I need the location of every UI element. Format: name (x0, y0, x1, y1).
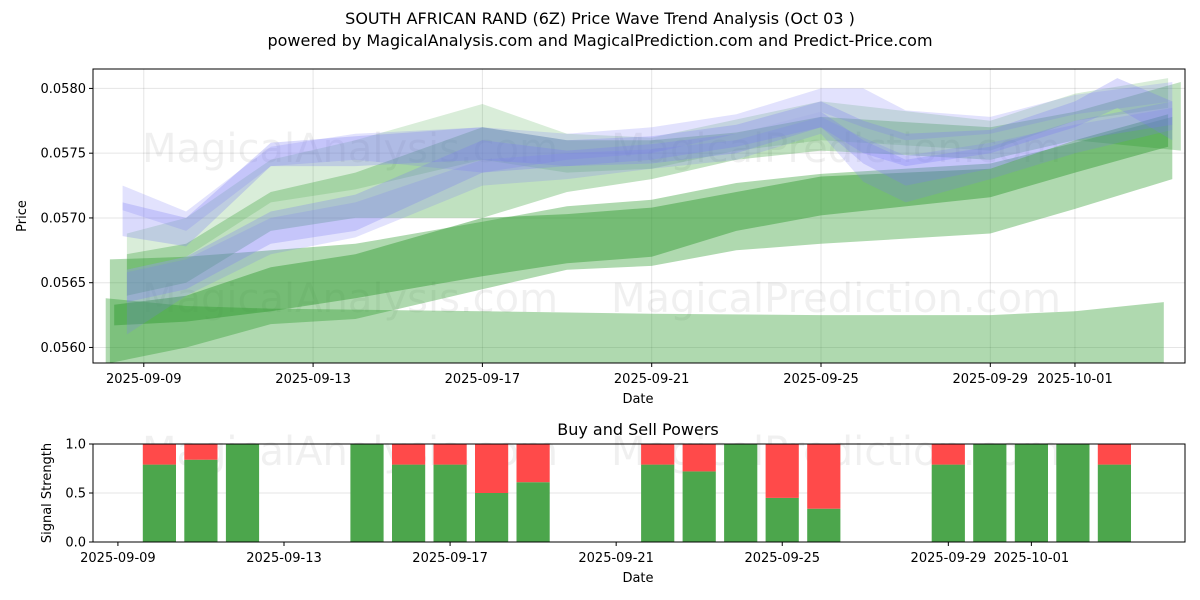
buy-bar (350, 444, 384, 542)
price-grid (93, 69, 1185, 363)
watermark-analysis-mid: MagicalAnalysis.com (142, 276, 558, 322)
green-band-upper-light (126, 82, 1181, 296)
price-y-tick-label: 0.0570 (41, 211, 87, 226)
price-x-tick-label: 2025-09-29 (953, 372, 1029, 387)
buy-bar (807, 508, 841, 542)
price-x-label: Date (622, 392, 653, 407)
buy-bar (641, 464, 675, 542)
buy-bar (1056, 444, 1090, 542)
watermark-prediction-top: MagicalPrediction.com (611, 126, 1061, 172)
bar-y-tick-label: 1.0 (65, 438, 86, 453)
buy-bar (973, 444, 1007, 542)
bar-x-tick-label: 2025-09-29 (911, 551, 987, 566)
buy-bar (184, 459, 218, 542)
bar-x-label: Date (622, 571, 653, 586)
blue-band-rising (126, 107, 1173, 335)
watermark-prediction-mid: MagicalPrediction.com (611, 276, 1061, 322)
buy-bar (516, 482, 550, 542)
buy-bar (682, 471, 716, 542)
price-bands (105, 78, 1181, 363)
chart-subtitle: powered by MagicalAnalysis.com and Magic… (267, 31, 933, 50)
bar-axes: 0.0 0.5 1.0 2025-09-09 2025-09-13 2025-09-17 2… (65, 438, 1069, 567)
bar-chart-title: Buy and Sell Powers (557, 420, 719, 439)
price-watermarks: MagicalAnalysis.com MagicalPrediction.co… (142, 126, 1061, 322)
buy-bar (142, 464, 176, 542)
bar-x-tick-label: 2025-09-21 (578, 551, 654, 566)
price-y-tick-label: 0.0580 (41, 82, 87, 97)
sell-bar (475, 444, 509, 493)
watermark-analysis-top: MagicalAnalysis.com (142, 126, 558, 172)
blue-band-top (122, 82, 1173, 231)
price-x-tick-label: 2025-10-01 (1037, 372, 1113, 387)
price-plot-frame (92, 68, 1186, 364)
green-band-low-wide (105, 298, 1164, 363)
price-y-label: Price (15, 200, 30, 232)
sell-bar (516, 444, 550, 483)
bar-x-tick-label: 2025-09-25 (744, 551, 820, 566)
bar-y-label: Signal Strength (40, 443, 55, 543)
price-y-tick-label: 0.0560 (41, 341, 87, 356)
sell-bar (765, 444, 799, 498)
sell-bar (1097, 444, 1131, 465)
sell-bar (682, 444, 716, 472)
price-y-tick-label: 0.0575 (41, 147, 87, 162)
buy-bar (433, 464, 467, 542)
price-x-tick-label: 2025-09-21 (614, 372, 690, 387)
sell-bar (807, 444, 841, 509)
bar-y-tick-label: 0.5 (65, 487, 86, 502)
buy-bar (225, 444, 260, 542)
green-band-rising-wide (109, 116, 1173, 363)
chart-title: SOUTH AFRICAN RAND (6Z) Price Wave Trend… (345, 9, 855, 28)
price-y-tick-label: 0.0565 (41, 276, 87, 291)
green-band-upper-pale (126, 78, 1169, 270)
signal-bars (142, 444, 1131, 542)
green-band-rising-dark (114, 114, 1169, 326)
sell-bar (931, 444, 965, 465)
buy-bar (1014, 444, 1048, 542)
buy-bar (724, 444, 758, 542)
blue-band-lower (126, 101, 1173, 303)
buy-bar (392, 464, 426, 542)
price-x-tick-label: 2025-09-09 (106, 372, 182, 387)
price-x-tick-label: 2025-09-13 (275, 372, 351, 387)
buy-bar (931, 464, 965, 542)
bar-x-tick-label: 2025-09-13 (246, 551, 322, 566)
sell-bar (184, 444, 218, 460)
sell-bar (433, 444, 467, 465)
price-x-tick-label: 2025-09-25 (783, 372, 859, 387)
buy-bar (1097, 464, 1131, 542)
price-x-tick-label: 2025-09-17 (445, 372, 521, 387)
blue-band-main (122, 78, 1173, 247)
bar-y-tick-label: 0.0 (65, 536, 86, 551)
bar-x-tick-label: 2025-10-01 (994, 551, 1070, 566)
sell-bar (142, 444, 176, 465)
bar-x-tick-label: 2025-09-09 (80, 551, 156, 566)
sell-bar (392, 444, 426, 465)
price-axes: 0.0560 0.0565 0.0570 0.0575 0.0580 2025-09-09… (41, 82, 1113, 387)
buy-bar (475, 493, 509, 542)
buy-bar (765, 497, 799, 542)
sell-bar (641, 444, 675, 465)
bar-x-tick-label: 2025-09-17 (412, 551, 488, 566)
